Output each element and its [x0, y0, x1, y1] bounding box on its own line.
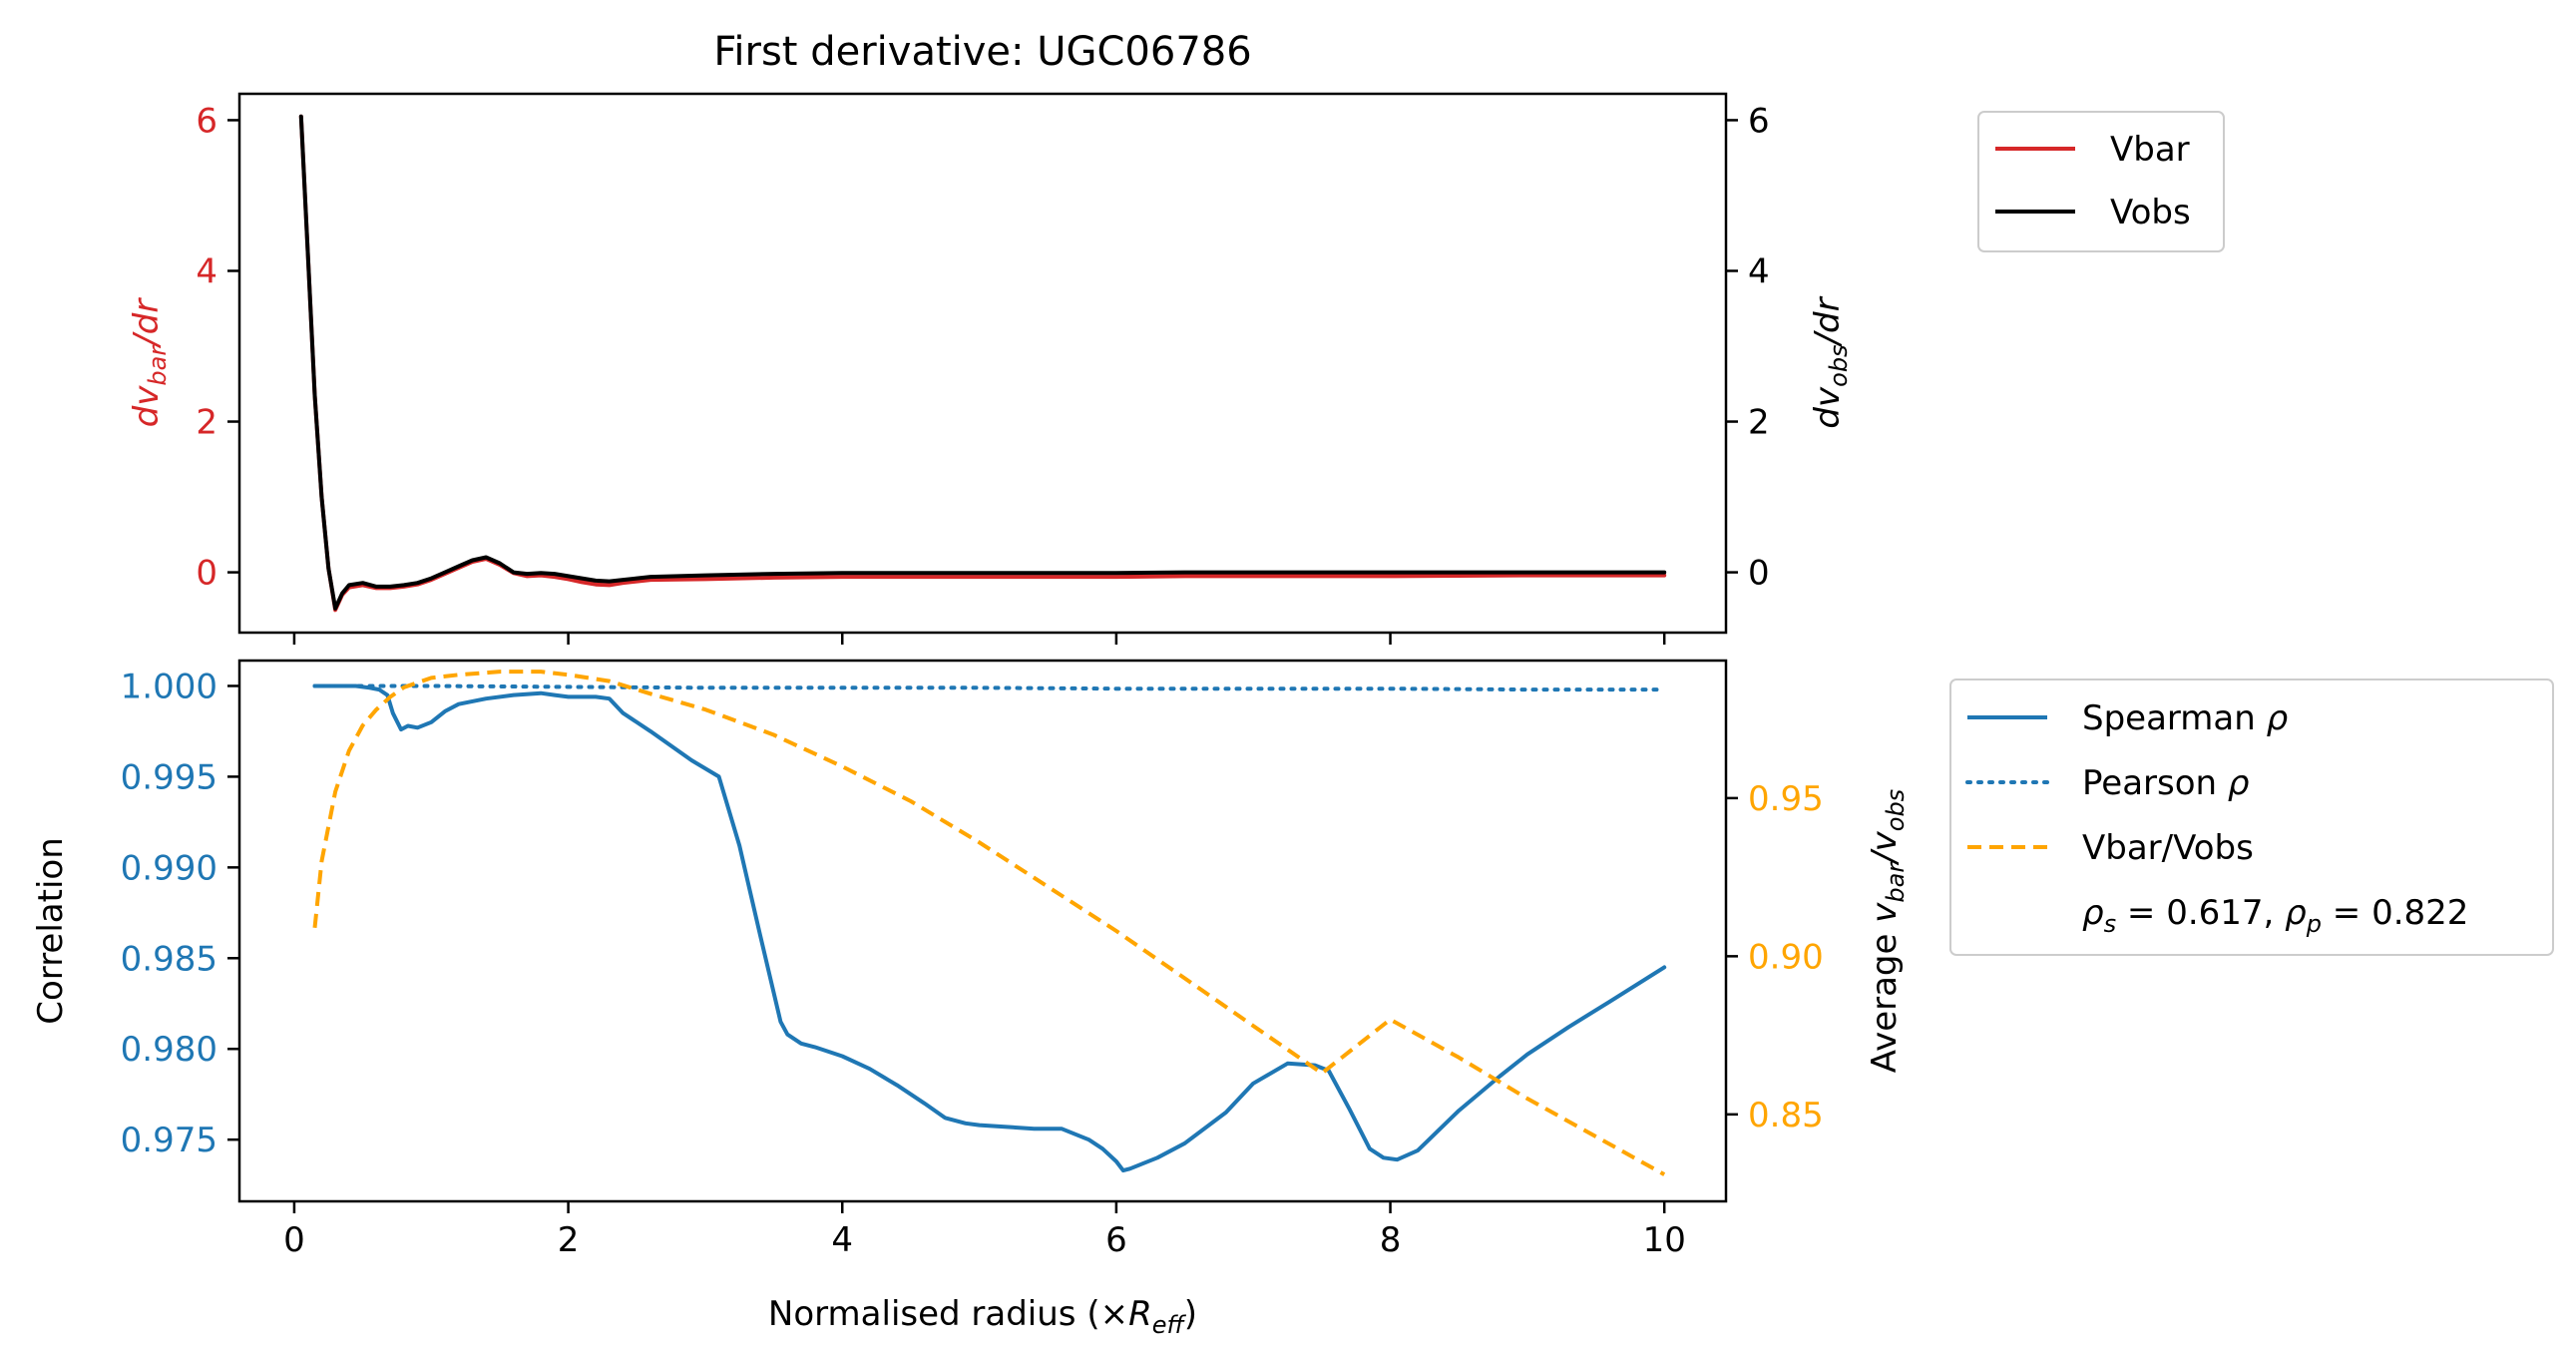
top-left-y-tick-label: 0: [196, 554, 217, 594]
bottom-x-axis-label: Normalised radius (×Reff): [768, 1294, 1197, 1339]
top-right-y-tick-label: 2: [1748, 403, 1770, 443]
bottom-x-tick-label: 8: [1380, 1220, 1402, 1260]
top-left-y-tick-label: 2: [196, 403, 217, 443]
bottom-legend-box: [1949, 679, 2554, 956]
bottom-panel: 0 2 4 6 8 10 0.975 0.980 0.985 0.990 0.995 1.000 0…: [31, 659, 1910, 1339]
top-series-lines: [298, 114, 1667, 613]
bottom-left-y-tick-label: 0.995: [121, 757, 217, 797]
top-right-y-tick-label: 4: [1748, 251, 1770, 291]
bottom-left-y-tick-label: 0.975: [121, 1121, 217, 1160]
top-left-y-tick-label: 6: [196, 101, 217, 141]
top-left-y-ticks: 0 2 4 6: [196, 101, 239, 594]
bottom-right-y-axis-label: Average vbar/vobs: [1865, 789, 1910, 1073]
bottom-plot-frame: [237, 659, 1728, 1203]
bottom-left-y-tick-label: 0.990: [121, 848, 217, 888]
legend-pearson-label: Pearson ρ: [2082, 763, 2250, 803]
legend-correlation-annotation: ρs = 0.617, ρp = 0.822: [2082, 893, 2468, 938]
spearman-line: [312, 683, 1667, 1173]
legend-vbar-label: Vbar: [2110, 130, 2190, 170]
bottom-right-y-ticks: 0.85 0.90 0.95: [1726, 779, 1824, 1135]
bottom-right-y-tick-label: 0.90: [1748, 937, 1824, 977]
pearson-line: [312, 683, 1667, 692]
top-chart-title: First derivative: UGC06786: [713, 29, 1251, 75]
top-x-ticks: [292, 633, 1666, 645]
bottom-right-y-tick-label: 0.95: [1748, 779, 1824, 819]
top-right-y-tick-label: 0: [1748, 554, 1770, 594]
bottom-left-y-axis-label: Correlation: [31, 837, 71, 1024]
vobs-line: [298, 114, 1667, 611]
bottom-left-y-tick-label: 0.985: [121, 939, 217, 979]
legend-spearman-label: Spearman ρ: [2082, 698, 2289, 738]
bottom-x-tick-label: 0: [283, 1220, 305, 1260]
top-right-y-tick-label: 6: [1748, 101, 1770, 141]
top-right-y-ticks: 0 2 4 6: [1726, 101, 1770, 594]
top-right-y-axis-label: dvobs/dr: [1808, 295, 1853, 428]
top-plot-frame: [237, 92, 1728, 635]
bottom-x-ticks: 0 2 4 6 8 10: [283, 1201, 1686, 1260]
bottom-left-y-ticks: 0.975 0.980 0.985 0.990 0.995 1.000: [121, 667, 239, 1160]
bottom-series-lines: [312, 670, 1667, 1176]
legend-ratio-label: Vbar/Vobs: [2082, 828, 2254, 868]
bottom-left-y-tick-label: 0.980: [121, 1030, 217, 1070]
ratio-line: [312, 670, 1666, 1176]
top-left-y-tick-label: 4: [196, 251, 217, 291]
legend-vobs-label: Vobs: [2110, 193, 2191, 232]
bottom-x-tick-label: 10: [1643, 1220, 1686, 1260]
bottom-left-y-tick-label: 1.000: [121, 667, 217, 706]
bottom-legend: Spearman ρ Pearson ρ Vbar/Vobs ρs = 0.61…: [1949, 679, 2554, 956]
bottom-x-tick-label: 2: [558, 1220, 580, 1260]
top-legend: Vbar Vobs: [1977, 111, 2225, 252]
bottom-right-y-tick-label: 0.85: [1748, 1096, 1824, 1135]
bottom-x-tick-label: 6: [1105, 1220, 1127, 1260]
bottom-x-tick-label: 4: [831, 1220, 853, 1260]
